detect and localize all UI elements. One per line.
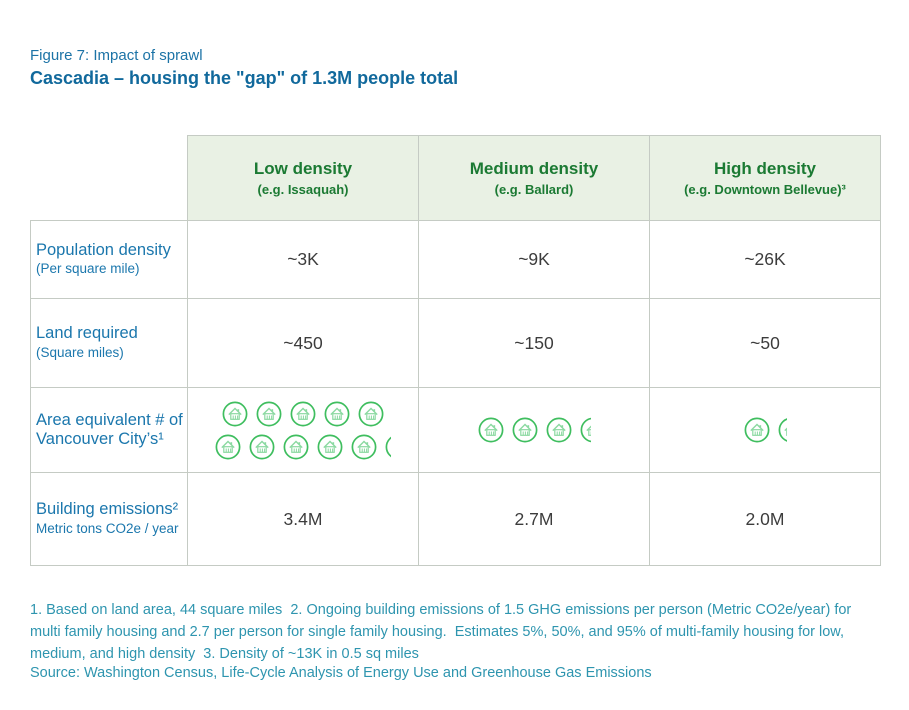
row-header-population-density: Population density (Per square mile) — [30, 220, 188, 299]
house-in-circle-icon — [256, 401, 282, 426]
house-in-circle-icon — [358, 401, 384, 426]
cell-population-density-medium: ~9K — [418, 220, 650, 299]
cell-vancouver-icons-low — [187, 387, 419, 473]
row-label-subtext: Metric tons CO2e / year — [36, 520, 179, 536]
house-in-circle-icon — [351, 434, 377, 459]
column-header-high-density: High density (e.g. Downtown Bellevue)³ — [649, 135, 881, 221]
row-label-text: Area equivalent # of Vancouver City’s¹ — [36, 410, 183, 448]
cell-population-density-high: ~26K — [649, 220, 881, 299]
row-label-subtext: (Per square mile) — [36, 261, 140, 277]
row-header-building-emissions: Building emissions² Metric tons CO2e / y… — [30, 472, 188, 566]
cell-population-density-low: ~3K — [187, 220, 419, 299]
house-in-circle-icon — [290, 401, 316, 426]
partial-house-in-circle-icon — [385, 434, 391, 460]
house-in-circle-icon — [546, 417, 571, 443]
column-title: High density — [713, 159, 816, 179]
vancouver-icon-row — [744, 417, 787, 443]
house-in-circle-icon — [478, 417, 503, 443]
column-header-low-density: Low density (e.g. Issaquah) — [187, 135, 419, 221]
house-in-circle-icon — [317, 434, 343, 459]
cell-building-emissions-low: 3.4M — [187, 472, 419, 566]
house-in-circle-icon — [580, 417, 591, 443]
vancouver-icon-row — [222, 401, 384, 427]
house-in-circle-icon — [385, 436, 391, 457]
cell-building-emissions-high: 2.0M — [649, 472, 881, 566]
partial-house-in-circle-icon — [778, 417, 787, 443]
table-header-row: Low density (e.g. Issaquah) Medium densi… — [30, 135, 881, 221]
house-in-circle-icon — [249, 434, 275, 459]
table-row-area-equivalent: Area equivalent # of Vancouver City’s¹ — [30, 387, 881, 473]
row-label-text: Building emissions² — [36, 500, 179, 519]
row-label-text: Population density — [36, 240, 171, 259]
table-row-land-required: Land required (Square miles) ~450 ~150 ~… — [30, 298, 881, 388]
house-in-circle-icon — [324, 401, 350, 426]
row-label-text: Land required — [36, 324, 138, 343]
house-in-circle-icon — [222, 401, 248, 426]
table-corner-cell — [30, 135, 188, 221]
row-header-area-equivalent: Area equivalent # of Vancouver City’s¹ — [30, 387, 188, 473]
source-attribution: Source: Washington Census, Life-Cycle An… — [30, 665, 652, 681]
footnotes-text: 1. Based on land area, 44 square miles 2… — [30, 602, 856, 662]
column-subtitle: (e.g. Downtown Bellevue)³ — [684, 181, 846, 197]
column-title: Low density — [253, 159, 353, 179]
vancouver-icon-group-low — [188, 401, 418, 460]
house-in-circle-icon — [512, 417, 537, 443]
cell-land-required-high: ~50 — [649, 298, 881, 388]
table-row-population-density: Population density (Per square mile) ~3K… — [30, 220, 881, 299]
density-comparison-table: Low density (e.g. Issaquah) Medium densi… — [30, 135, 881, 566]
column-title: Medium density — [469, 159, 599, 179]
cell-land-required-low: ~450 — [187, 298, 419, 388]
house-in-circle-icon — [283, 434, 309, 459]
column-subtitle: (e.g. Ballard) — [494, 181, 574, 197]
page-title: Cascadia – housing the "gap" of 1.3M peo… — [30, 68, 459, 88]
vancouver-icon-group-medium — [419, 417, 649, 443]
vancouver-icon-row — [478, 417, 591, 443]
figure-label: Figure 7: Impact of sprawl — [30, 47, 203, 64]
partial-house-in-circle-icon — [580, 417, 591, 443]
cell-vancouver-icons-medium — [418, 387, 650, 473]
row-label-subtext: (Square miles) — [36, 344, 124, 360]
cell-land-required-medium: ~150 — [418, 298, 650, 388]
cell-building-emissions-medium: 2.7M — [418, 472, 650, 566]
cell-vancouver-icons-high — [649, 387, 881, 473]
vancouver-icon-row — [215, 434, 391, 460]
vancouver-icon-group-high — [650, 417, 880, 443]
column-header-medium-density: Medium density (e.g. Ballard) — [418, 135, 650, 221]
house-in-circle-icon — [215, 434, 241, 459]
house-in-circle-icon — [778, 418, 787, 442]
house-in-circle-icon — [744, 417, 769, 443]
table-row-building-emissions: Building emissions² Metric tons CO2e / y… — [30, 472, 881, 566]
row-header-land-required: Land required (Square miles) — [30, 298, 188, 388]
column-subtitle: (e.g. Issaquah) — [257, 181, 349, 197]
